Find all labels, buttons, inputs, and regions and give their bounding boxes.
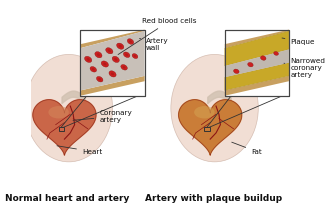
Ellipse shape [111,73,114,75]
Polygon shape [225,50,289,77]
Ellipse shape [134,55,136,57]
Ellipse shape [90,67,97,72]
Ellipse shape [109,71,116,77]
Text: Coronary
artery: Coronary artery [73,110,132,123]
FancyBboxPatch shape [81,30,145,96]
Bar [204,127,210,131]
Ellipse shape [118,45,122,48]
Ellipse shape [132,54,138,59]
Text: Fat: Fat [232,142,262,155]
Ellipse shape [101,61,109,67]
Ellipse shape [171,54,258,162]
Polygon shape [179,100,242,155]
Ellipse shape [98,78,101,80]
Ellipse shape [97,53,100,56]
Ellipse shape [123,66,125,69]
Text: Artery with plaque buildup: Artery with plaque buildup [145,194,282,203]
Text: Narrowed
coronary
artery: Narrowed coronary artery [284,58,325,78]
Polygon shape [225,63,289,90]
Ellipse shape [25,54,113,162]
Ellipse shape [84,56,92,62]
Ellipse shape [194,106,214,119]
Ellipse shape [114,58,117,61]
Ellipse shape [103,63,107,65]
Text: Plaque: Plaque [282,38,315,45]
Ellipse shape [106,48,113,54]
Polygon shape [225,30,289,48]
Ellipse shape [274,52,279,55]
Ellipse shape [129,40,132,43]
Ellipse shape [86,58,90,61]
Ellipse shape [121,64,127,70]
Text: Normal heart and artery: Normal heart and artery [5,194,130,203]
Polygon shape [33,100,96,155]
Ellipse shape [248,62,253,67]
Ellipse shape [108,49,111,52]
Ellipse shape [92,68,95,71]
Ellipse shape [127,39,134,44]
Ellipse shape [123,52,130,58]
Bar [59,127,64,131]
Polygon shape [81,76,145,96]
Ellipse shape [95,52,102,58]
Polygon shape [81,31,145,90]
Polygon shape [81,30,145,48]
FancyBboxPatch shape [225,30,289,96]
Polygon shape [225,76,289,96]
Ellipse shape [125,53,128,56]
Ellipse shape [260,56,266,60]
Ellipse shape [234,69,239,73]
Ellipse shape [116,43,124,49]
Ellipse shape [96,76,103,82]
Text: Artery
wall: Artery wall [140,38,169,51]
Text: Red blood cells: Red blood cells [118,18,196,54]
Text: Heart: Heart [57,146,102,155]
Ellipse shape [49,106,69,119]
Polygon shape [225,31,289,66]
Ellipse shape [112,56,119,62]
